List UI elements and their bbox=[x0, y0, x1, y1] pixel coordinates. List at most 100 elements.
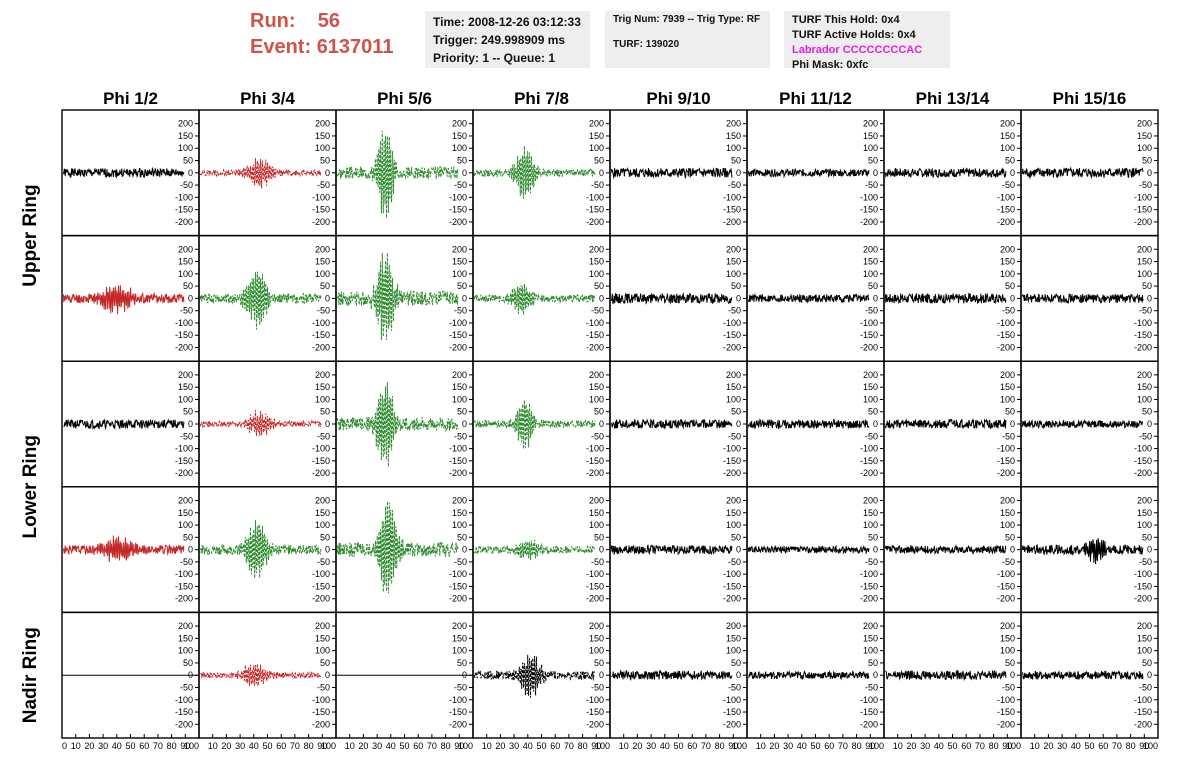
waveform-trace bbox=[747, 544, 870, 555]
x-tick-label: 20 bbox=[906, 741, 916, 751]
y-tick-label: 0 bbox=[325, 168, 330, 178]
row-label: Upper Ring bbox=[20, 184, 41, 286]
y-tick-label: -50 bbox=[1139, 557, 1152, 567]
x-tick-label: 30 bbox=[783, 741, 793, 751]
y-tick-label: 50 bbox=[1142, 407, 1152, 417]
run-event-box: Run: 56 Event: 6137011 bbox=[250, 8, 420, 68]
y-tick-label: 0 bbox=[1147, 670, 1152, 680]
y-tick-label: -200 bbox=[312, 343, 330, 353]
y-tick-label: -100 bbox=[1134, 695, 1152, 705]
y-tick-label: 200 bbox=[863, 621, 878, 631]
column-header: Phi 9/10 bbox=[646, 89, 710, 108]
waveform-trace bbox=[473, 145, 596, 199]
y-tick-label: 150 bbox=[1137, 633, 1152, 643]
y-tick-label: 50 bbox=[1005, 407, 1015, 417]
y-tick-label: 200 bbox=[589, 370, 604, 380]
waveform-trace bbox=[63, 418, 185, 431]
waveform-trace bbox=[747, 292, 870, 304]
y-tick-label: -100 bbox=[1134, 318, 1152, 328]
phi-mask-text: Phi Mask: 0xfc bbox=[792, 59, 869, 71]
y-tick-label: -150 bbox=[723, 330, 741, 340]
y-tick-label: -150 bbox=[997, 456, 1015, 466]
y-tick-label: -50 bbox=[317, 682, 330, 692]
column-header: Phi 15/16 bbox=[1053, 89, 1127, 108]
waveform-trace bbox=[200, 663, 322, 688]
y-tick-label: -50 bbox=[317, 180, 330, 190]
turf-this-hold-text: TURF This Hold: 0x4 bbox=[792, 14, 900, 26]
y-tick-label: 50 bbox=[183, 281, 193, 291]
y-tick-label: 0 bbox=[1147, 419, 1152, 429]
y-tick-label: -100 bbox=[449, 569, 467, 579]
y-tick-label: 100 bbox=[589, 394, 604, 404]
y-tick-label: 50 bbox=[1005, 658, 1015, 668]
y-tick-label: -200 bbox=[175, 468, 193, 478]
x-tick-label: 100 bbox=[458, 741, 473, 751]
x-tick-label: 40 bbox=[523, 741, 533, 751]
x-tick-label: 30 bbox=[1057, 741, 1067, 751]
y-tick-label: 100 bbox=[178, 143, 193, 153]
y-tick-label: 100 bbox=[452, 520, 467, 530]
x-tick-label: 80 bbox=[1126, 741, 1136, 751]
x-tick-label: 10 bbox=[345, 741, 355, 751]
y-tick-label: 0 bbox=[1010, 168, 1015, 178]
x-tick-label: 40 bbox=[797, 741, 807, 751]
y-tick-label: 150 bbox=[1000, 131, 1015, 141]
x-tick-label: 100 bbox=[184, 741, 199, 751]
y-tick-label: 0 bbox=[325, 293, 330, 303]
y-tick-label: -100 bbox=[586, 444, 604, 454]
x-tick-label: 10 bbox=[756, 741, 766, 751]
turf-active-holds-text: TURF Active Holds: 0x4 bbox=[792, 29, 916, 41]
y-tick-label: -100 bbox=[723, 192, 741, 202]
priority-text: Priority: 1 -- Queue: 1 bbox=[433, 51, 556, 65]
y-tick-label: 150 bbox=[315, 382, 330, 392]
y-tick-label: 50 bbox=[457, 532, 467, 542]
y-tick-label: 0 bbox=[736, 293, 741, 303]
event-value: 6137011 bbox=[316, 36, 394, 58]
y-tick-label: -50 bbox=[1139, 180, 1152, 190]
x-tick-label: 50 bbox=[947, 741, 957, 751]
x-tick-label: 90 bbox=[454, 741, 464, 751]
run-label: Run: bbox=[250, 10, 296, 32]
y-tick-label: -200 bbox=[860, 719, 878, 729]
y-tick-label: 200 bbox=[863, 495, 878, 505]
y-tick-label: 100 bbox=[863, 394, 878, 404]
y-tick-label: -50 bbox=[591, 306, 604, 316]
y-tick-label: -50 bbox=[865, 682, 878, 692]
y-tick-label: 100 bbox=[863, 646, 878, 656]
y-tick-label: -100 bbox=[723, 695, 741, 705]
y-tick-label: 200 bbox=[863, 370, 878, 380]
y-tick-label: 0 bbox=[462, 545, 467, 555]
y-tick-label: 50 bbox=[594, 407, 604, 417]
y-tick-label: -150 bbox=[997, 205, 1015, 215]
y-tick-label: -100 bbox=[312, 444, 330, 454]
y-tick-label: 150 bbox=[1137, 382, 1152, 392]
x-tick-label: 40 bbox=[1071, 741, 1081, 751]
y-tick-label: -200 bbox=[1134, 343, 1152, 353]
x-tick-label: 100 bbox=[1143, 741, 1158, 751]
x-tick-label: 0 bbox=[62, 741, 67, 751]
time-trigger-box: Time: 2008-12-26 03:12:33 Trigger: 249.9… bbox=[425, 11, 590, 68]
x-tick-label: 30 bbox=[509, 741, 519, 751]
y-tick-label: 50 bbox=[1005, 532, 1015, 542]
y-tick-label: -150 bbox=[586, 330, 604, 340]
y-tick-label: 0 bbox=[1147, 545, 1152, 555]
y-tick-label: 200 bbox=[589, 621, 604, 631]
y-tick-label: -50 bbox=[454, 180, 467, 190]
y-tick-label: 200 bbox=[1137, 119, 1152, 129]
y-tick-label: -150 bbox=[1134, 456, 1152, 466]
y-tick-label: 50 bbox=[868, 532, 878, 542]
y-tick-label: -200 bbox=[449, 719, 467, 729]
y-tick-label: 150 bbox=[178, 633, 193, 643]
y-tick-label: -100 bbox=[723, 318, 741, 328]
y-tick-label: -150 bbox=[1134, 581, 1152, 591]
waveform-trace bbox=[199, 271, 322, 330]
y-tick-label: 200 bbox=[726, 244, 741, 254]
waveform-trace bbox=[473, 539, 596, 561]
y-tick-label: -200 bbox=[175, 719, 193, 729]
y-tick-label: -50 bbox=[454, 682, 467, 692]
y-tick-label: -150 bbox=[586, 707, 604, 717]
y-tick-label: 50 bbox=[731, 281, 741, 291]
waveform-trace bbox=[199, 410, 322, 437]
y-tick-label: 200 bbox=[1000, 370, 1015, 380]
